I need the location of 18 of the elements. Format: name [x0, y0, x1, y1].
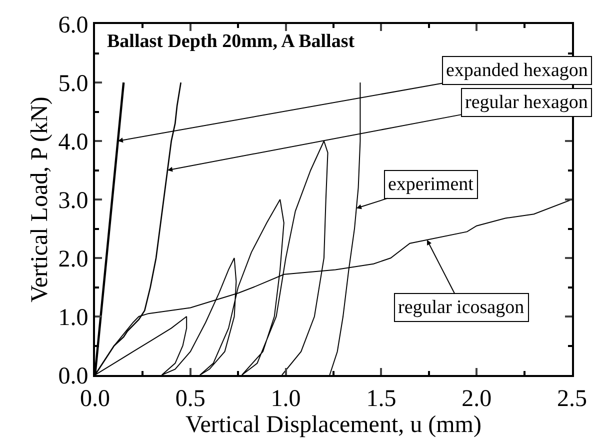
x-tick-label: 2.0 — [462, 386, 492, 412]
annotation: expanded hexagon — [446, 60, 588, 81]
x-tick-label: 2.5 — [557, 386, 587, 412]
x-tick-label: 0.5 — [175, 386, 206, 412]
y-tick-label: 1.0 — [58, 304, 88, 331]
x-tick-label: 1.5 — [366, 386, 396, 412]
y-tick-label: 2.0 — [58, 246, 88, 272]
y-tick-label: 3.0 — [58, 188, 88, 214]
y-tick-label: 5.0 — [58, 70, 88, 97]
annotation: experiment — [388, 174, 474, 195]
x-axis-title: Vertical Displacement, u (mm) — [186, 412, 482, 438]
annotation: regular icosagon — [398, 297, 525, 318]
chart-title: Ballast Depth 20mm, A Ballast — [107, 31, 356, 52]
x-tick-label: 1.0 — [270, 386, 301, 412]
y-axis-title: Vertical Load, P (kN) — [26, 96, 53, 302]
annotation: regular hexagon — [465, 92, 588, 113]
y-tick-label: 6.0 — [58, 12, 88, 38]
y-tick-label: 4.0 — [58, 129, 88, 156]
